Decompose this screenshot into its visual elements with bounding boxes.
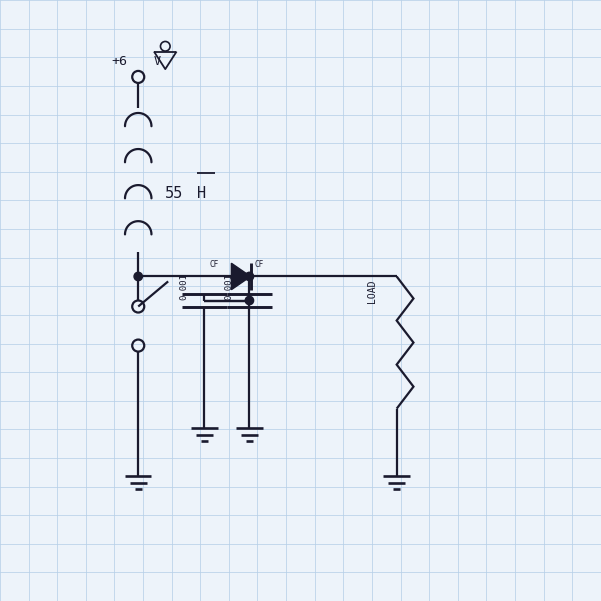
Circle shape <box>134 272 142 281</box>
Text: 55: 55 <box>165 186 183 201</box>
Text: 0.001: 0.001 <box>179 273 188 300</box>
Circle shape <box>245 272 254 281</box>
Text: 0.001: 0.001 <box>224 273 233 300</box>
Text: +6: +6 <box>111 55 127 68</box>
Circle shape <box>245 296 254 305</box>
Text: CF: CF <box>254 260 263 269</box>
Polygon shape <box>231 263 251 290</box>
Text: V: V <box>153 55 160 68</box>
Text: CF: CF <box>209 260 218 269</box>
Text: LOAD: LOAD <box>367 279 377 303</box>
Text: H: H <box>197 186 206 201</box>
